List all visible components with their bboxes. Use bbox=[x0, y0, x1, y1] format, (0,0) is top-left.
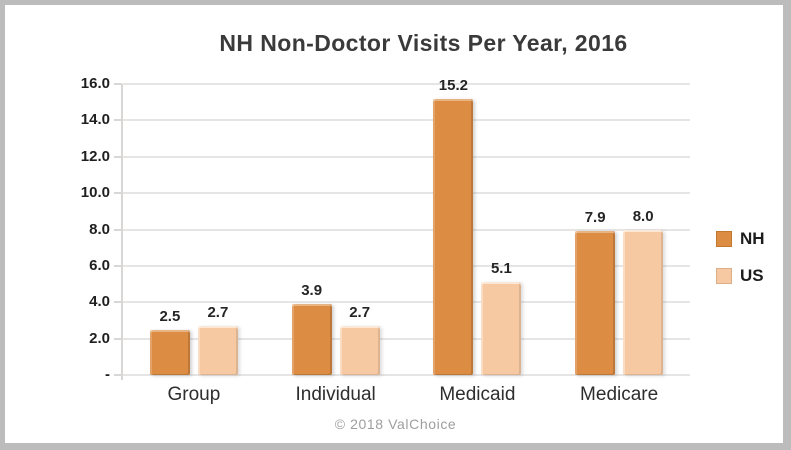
bar-value-label: 5.1 bbox=[490, 260, 512, 278]
legend-swatch-us bbox=[716, 268, 732, 284]
y-axis-tick bbox=[114, 155, 122, 158]
y-axis-line bbox=[121, 84, 123, 380]
gridline bbox=[123, 228, 690, 231]
bar-nh-medicare bbox=[575, 231, 616, 375]
bar-nh-individual bbox=[291, 304, 332, 375]
y-axis-tick bbox=[114, 119, 122, 122]
legend-swatch-nh bbox=[716, 231, 732, 247]
legend-label-nh: NH bbox=[740, 229, 765, 248]
bar-value-label: 2.7 bbox=[207, 303, 229, 321]
y-tick-label: 16.0 bbox=[80, 75, 110, 92]
x-category-label-group: Group bbox=[167, 384, 221, 405]
y-axis-tick bbox=[114, 301, 122, 304]
y-axis-tick bbox=[114, 374, 122, 376]
legend-label-us: US bbox=[740, 266, 764, 285]
y-tick-label: 4.0 bbox=[89, 293, 110, 311]
gridline bbox=[123, 374, 690, 376]
bar-value-label: 8.0 bbox=[632, 207, 654, 225]
bar-value-label: 7.9 bbox=[584, 209, 606, 227]
bar-value-label: 3.9 bbox=[301, 282, 323, 300]
y-axis-tick bbox=[114, 192, 122, 195]
legend: NH US bbox=[716, 229, 765, 286]
x-category-label-individual: Individual bbox=[295, 384, 376, 405]
bar-us-medicare bbox=[623, 229, 664, 375]
y-axis-tick bbox=[114, 83, 122, 85]
gridline bbox=[123, 83, 690, 85]
bar-value-label: 15.2 bbox=[438, 76, 468, 94]
gridline bbox=[123, 119, 690, 122]
y-axis-tick bbox=[114, 337, 122, 340]
copyright-text: © 2018 ValChoice bbox=[334, 416, 457, 432]
gridline bbox=[123, 337, 690, 340]
bar-value-label: 2.5 bbox=[159, 307, 181, 325]
legend-item-us: US bbox=[716, 266, 765, 286]
y-tick-label: 2.0 bbox=[89, 329, 110, 347]
y-tick-label: - bbox=[105, 366, 110, 383]
legend-item-nh: NH bbox=[716, 229, 765, 249]
y-axis-tick bbox=[114, 228, 122, 231]
bar-value-label: 2.7 bbox=[349, 303, 371, 321]
x-category-label-medicaid: Medicaid bbox=[439, 384, 516, 405]
bar-us-medicaid bbox=[481, 282, 522, 375]
x-axis-labels: Group Individual Medicaid Medicare bbox=[123, 383, 690, 409]
gridline bbox=[123, 192, 690, 195]
gridline bbox=[123, 301, 690, 304]
plot-area: 2.5 3.9 15.2 7.9 2.7 2.7 5.1 8.0 bbox=[114, 77, 690, 380]
bar-us-individual bbox=[339, 325, 380, 375]
y-tick-label: 8.0 bbox=[89, 220, 110, 238]
y-axis-labels: 16.0 14.0 12.0 10.0 8.0 6.0 4.0 2.0 - bbox=[38, 75, 110, 383]
gridline bbox=[123, 155, 690, 158]
y-tick-label: 10.0 bbox=[80, 184, 110, 202]
bar-us-group bbox=[197, 325, 238, 375]
y-tick-label: 14.0 bbox=[80, 111, 110, 129]
chart-title: NH Non-Doctor Visits Per Year, 2016 bbox=[219, 30, 628, 56]
y-axis-tick bbox=[114, 264, 122, 267]
bar-nh-group bbox=[149, 329, 190, 375]
bar-nh-medicaid bbox=[433, 98, 474, 375]
gridline bbox=[123, 264, 690, 267]
y-tick-label: 6.0 bbox=[89, 256, 110, 274]
y-tick-label: 12.0 bbox=[80, 147, 110, 165]
x-category-label-medicare: Medicare bbox=[580, 384, 659, 405]
